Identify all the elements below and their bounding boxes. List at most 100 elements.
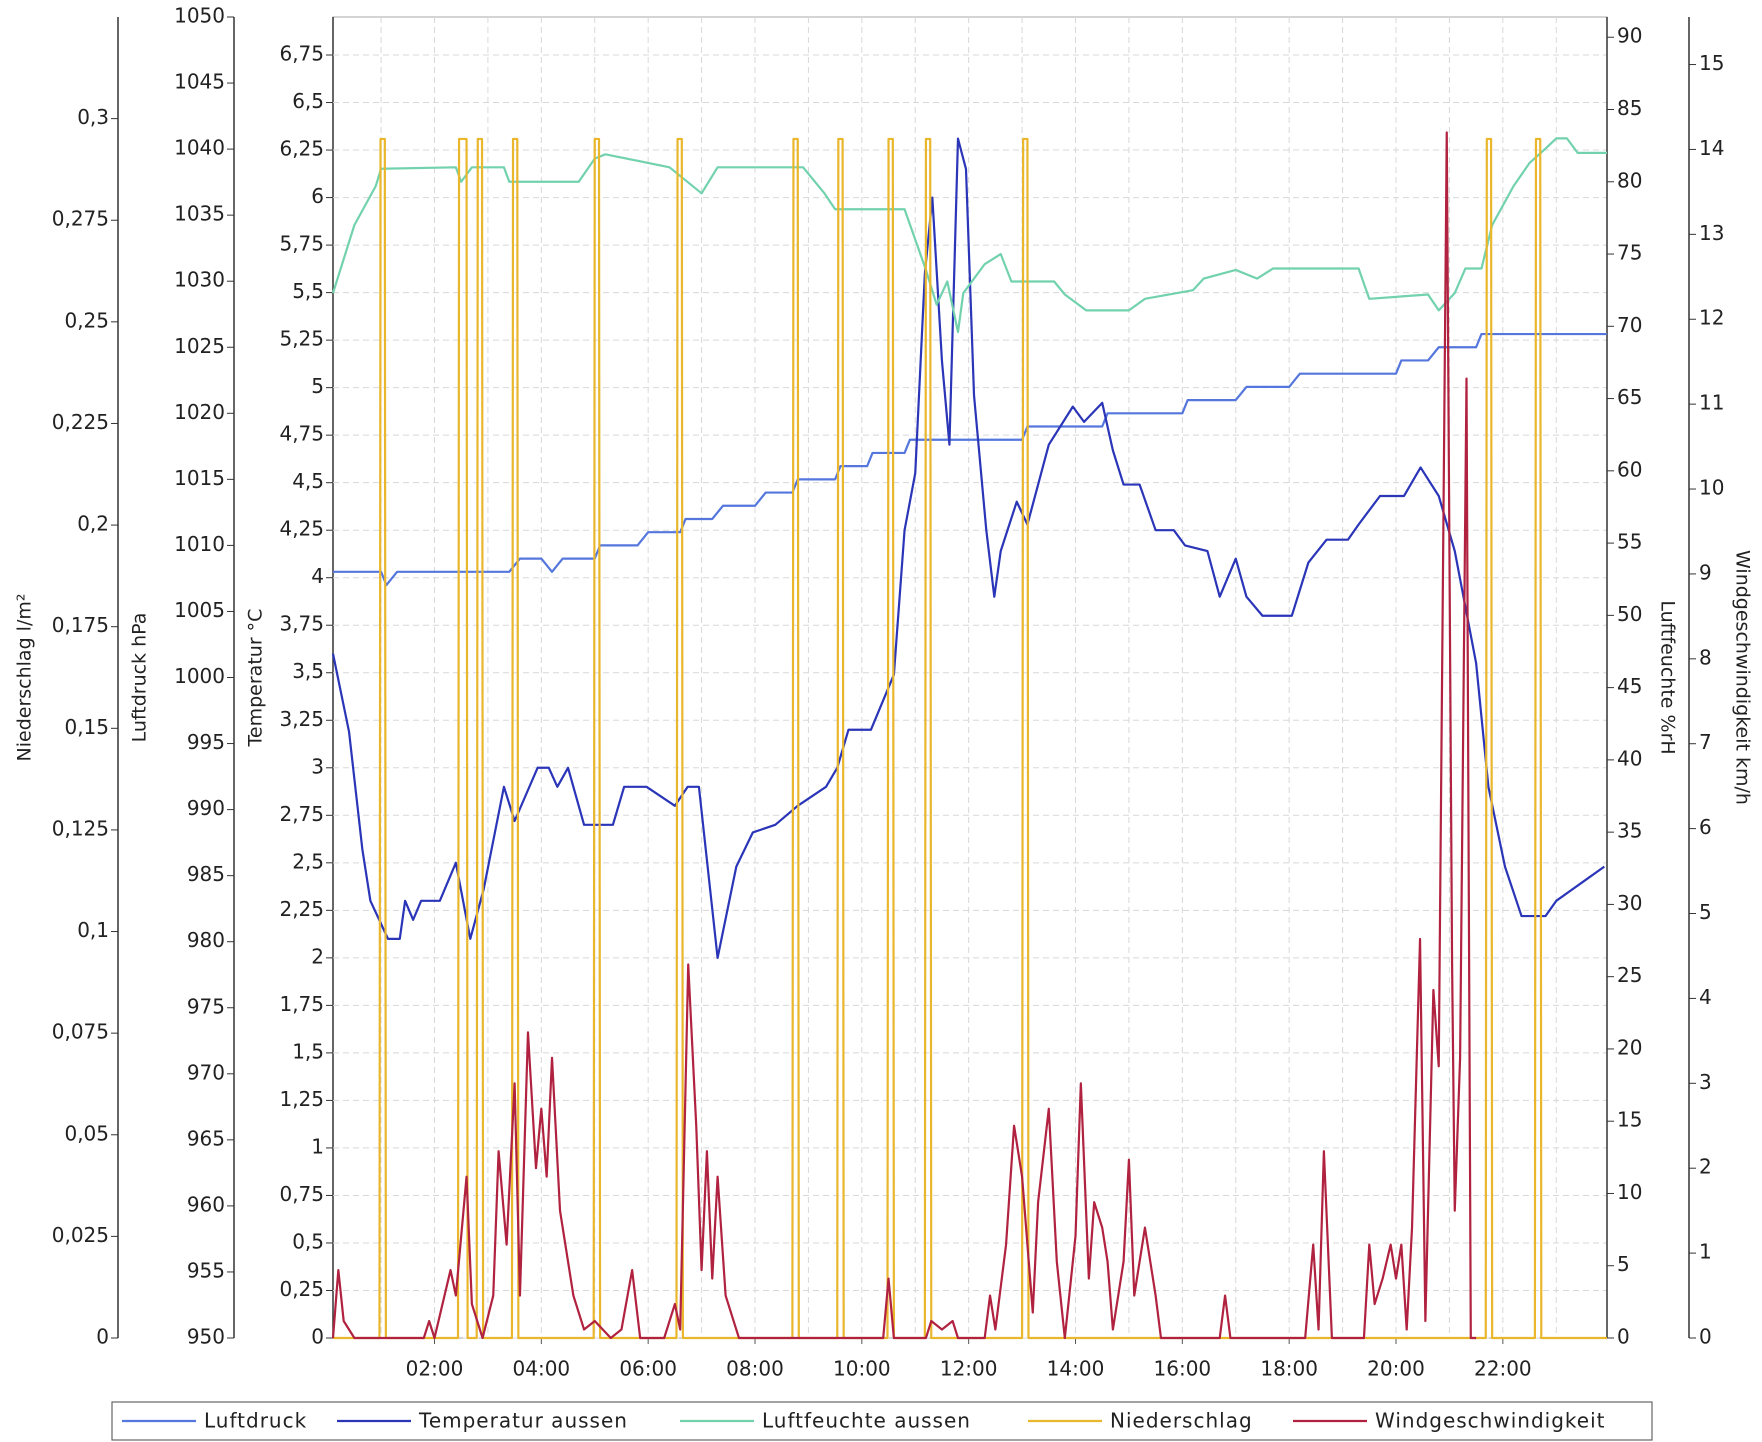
y-tick-label: 6,5 <box>292 89 324 113</box>
y-tick-label: 3 <box>1699 1070 1712 1094</box>
x-tick-label: 14:00 <box>1047 1357 1105 1381</box>
y-tick-label: 0 <box>311 1325 324 1349</box>
y-tick-label: 1045 <box>174 70 225 94</box>
y-tick-label: 1010 <box>174 532 225 556</box>
x-tick-label: 08:00 <box>726 1357 784 1381</box>
y-tick-label: 10 <box>1617 1180 1642 1204</box>
y-tick-label: 15 <box>1699 51 1724 75</box>
legend-item: Niederschlag <box>1028 1409 1252 1433</box>
y-tick-label: 980 <box>187 928 225 952</box>
x-tick-label: 06:00 <box>619 1357 677 1381</box>
y-tick-label: 4 <box>1699 985 1712 1009</box>
series-line <box>331 131 1477 1340</box>
y-tick-label: 1020 <box>174 400 225 424</box>
axis-title: Temperatur °C <box>245 609 267 748</box>
y-tick-label: 975 <box>187 994 225 1018</box>
axis-title: Luftdruck hPa <box>129 613 151 743</box>
legend: Luftdruck Temperatur aussen Luftfeuchte au… <box>111 1401 1653 1441</box>
y-tick-label: 995 <box>187 730 225 754</box>
y-tick-label: 3,25 <box>279 707 324 731</box>
x-tick-label: 18:00 <box>1260 1357 1318 1381</box>
y-tick-label: 8 <box>1699 645 1712 669</box>
y-tick-label: 0,25 <box>279 1277 324 1301</box>
y-tick-label: 0 <box>1617 1325 1630 1349</box>
y-tick-label: 11 <box>1699 391 1724 415</box>
y-tick-label: 0,75 <box>279 1182 324 1206</box>
y-tick-label: 0,15 <box>64 715 109 739</box>
y-tick-label: 0,275 <box>52 207 109 231</box>
y-tick-label: 950 <box>187 1325 225 1349</box>
legend-label: Luftdruck <box>204 1409 307 1433</box>
series-line <box>333 137 1607 1340</box>
y-tick-label: 30 <box>1617 891 1642 915</box>
y-tick-label: 1015 <box>174 466 225 490</box>
y-tick-label: 4,25 <box>279 517 324 541</box>
y-tick-label: 5,25 <box>279 327 324 351</box>
series-line <box>331 137 1607 334</box>
y-tick-label: 1 <box>1699 1240 1712 1264</box>
y-tick-label: 0,175 <box>52 613 109 637</box>
legend-item: Luftdruck <box>122 1409 307 1433</box>
y-tick-label: 970 <box>187 1060 225 1084</box>
y-tick-label: 4,75 <box>279 422 324 446</box>
y-tick-label: 1000 <box>174 664 225 688</box>
y-tick-label: 0,05 <box>64 1121 109 1145</box>
y-tick-label: 4 <box>311 564 324 588</box>
y-tick-label: 0 <box>1699 1325 1712 1349</box>
y-tick-label: 10 <box>1699 476 1724 500</box>
y-tick-label: 14 <box>1699 136 1724 160</box>
y-tick-label: 60 <box>1617 457 1642 481</box>
y-tick-label: 960 <box>187 1192 225 1216</box>
y-tick-label: 85 <box>1617 96 1642 120</box>
y-tick-label: 40 <box>1617 746 1642 770</box>
y-tick-label: 50 <box>1617 602 1642 626</box>
y-tick-label: 3 <box>311 754 324 778</box>
y-tick-label: 985 <box>187 862 225 886</box>
y-tick-label: 1,75 <box>279 992 324 1016</box>
y-tick-label: 45 <box>1617 674 1642 698</box>
y-tick-label: 955 <box>187 1258 225 1282</box>
y-tick-label: 0,5 <box>292 1229 324 1253</box>
y-tick-label: 9 <box>1699 560 1712 584</box>
y-tick-label: 2 <box>311 944 324 968</box>
legend-label: Luftfeuchte aussen <box>762 1409 971 1433</box>
y-tick-label: 80 <box>1617 168 1642 192</box>
x-tick-label: 12:00 <box>940 1357 998 1381</box>
y-tick-label: 0,025 <box>52 1223 109 1247</box>
series-line <box>331 137 1605 959</box>
y-tick-label: 5 <box>311 374 324 398</box>
y-tick-label: 5 <box>1699 900 1712 924</box>
legend-item: Windgeschwindigkeit <box>1293 1409 1605 1433</box>
y-tick-label: 990 <box>187 796 225 820</box>
legend-label: Temperatur aussen <box>418 1409 628 1433</box>
y-tick-label: 965 <box>187 1126 225 1150</box>
y-tick-label: 0,225 <box>52 410 109 434</box>
y-tick-label: 12 <box>1699 306 1724 330</box>
axis-title: Windgeschwindigkeit km/h <box>1732 550 1754 805</box>
y-tick-label: 13 <box>1699 221 1724 245</box>
y-tick-label: 0 <box>96 1325 109 1349</box>
x-tick-label: 10:00 <box>833 1357 891 1381</box>
x-tick-label: 16:00 <box>1154 1357 1212 1381</box>
y-tick-label: 1050 <box>174 4 225 28</box>
axis-title: Luftfeuchte %rH <box>1657 600 1679 754</box>
y-tick-label: 7 <box>1699 730 1712 754</box>
y-tick-label: 5 <box>1617 1252 1630 1276</box>
y-tick-label: 0,2 <box>77 512 109 536</box>
legend-label: Windgeschwindigkeit <box>1375 1409 1605 1433</box>
y-tick-label: 6 <box>1699 815 1712 839</box>
y-tick-label: 0,25 <box>64 308 109 332</box>
y-tick-label: 2,5 <box>292 849 324 873</box>
y-tick-label: 15 <box>1617 1108 1642 1132</box>
y-tick-label: 6,75 <box>279 42 324 66</box>
y-tick-label: 0,1 <box>77 918 109 942</box>
y-tick-label: 1,5 <box>292 1039 324 1063</box>
y-tick-label: 75 <box>1617 241 1642 265</box>
x-tick-label: 22:00 <box>1474 1357 1532 1381</box>
x-tick-label: 04:00 <box>513 1357 571 1381</box>
y-tick-label: 1005 <box>174 598 225 622</box>
y-tick-label: 90 <box>1617 24 1642 48</box>
y-tick-label: 0,075 <box>52 1020 109 1044</box>
